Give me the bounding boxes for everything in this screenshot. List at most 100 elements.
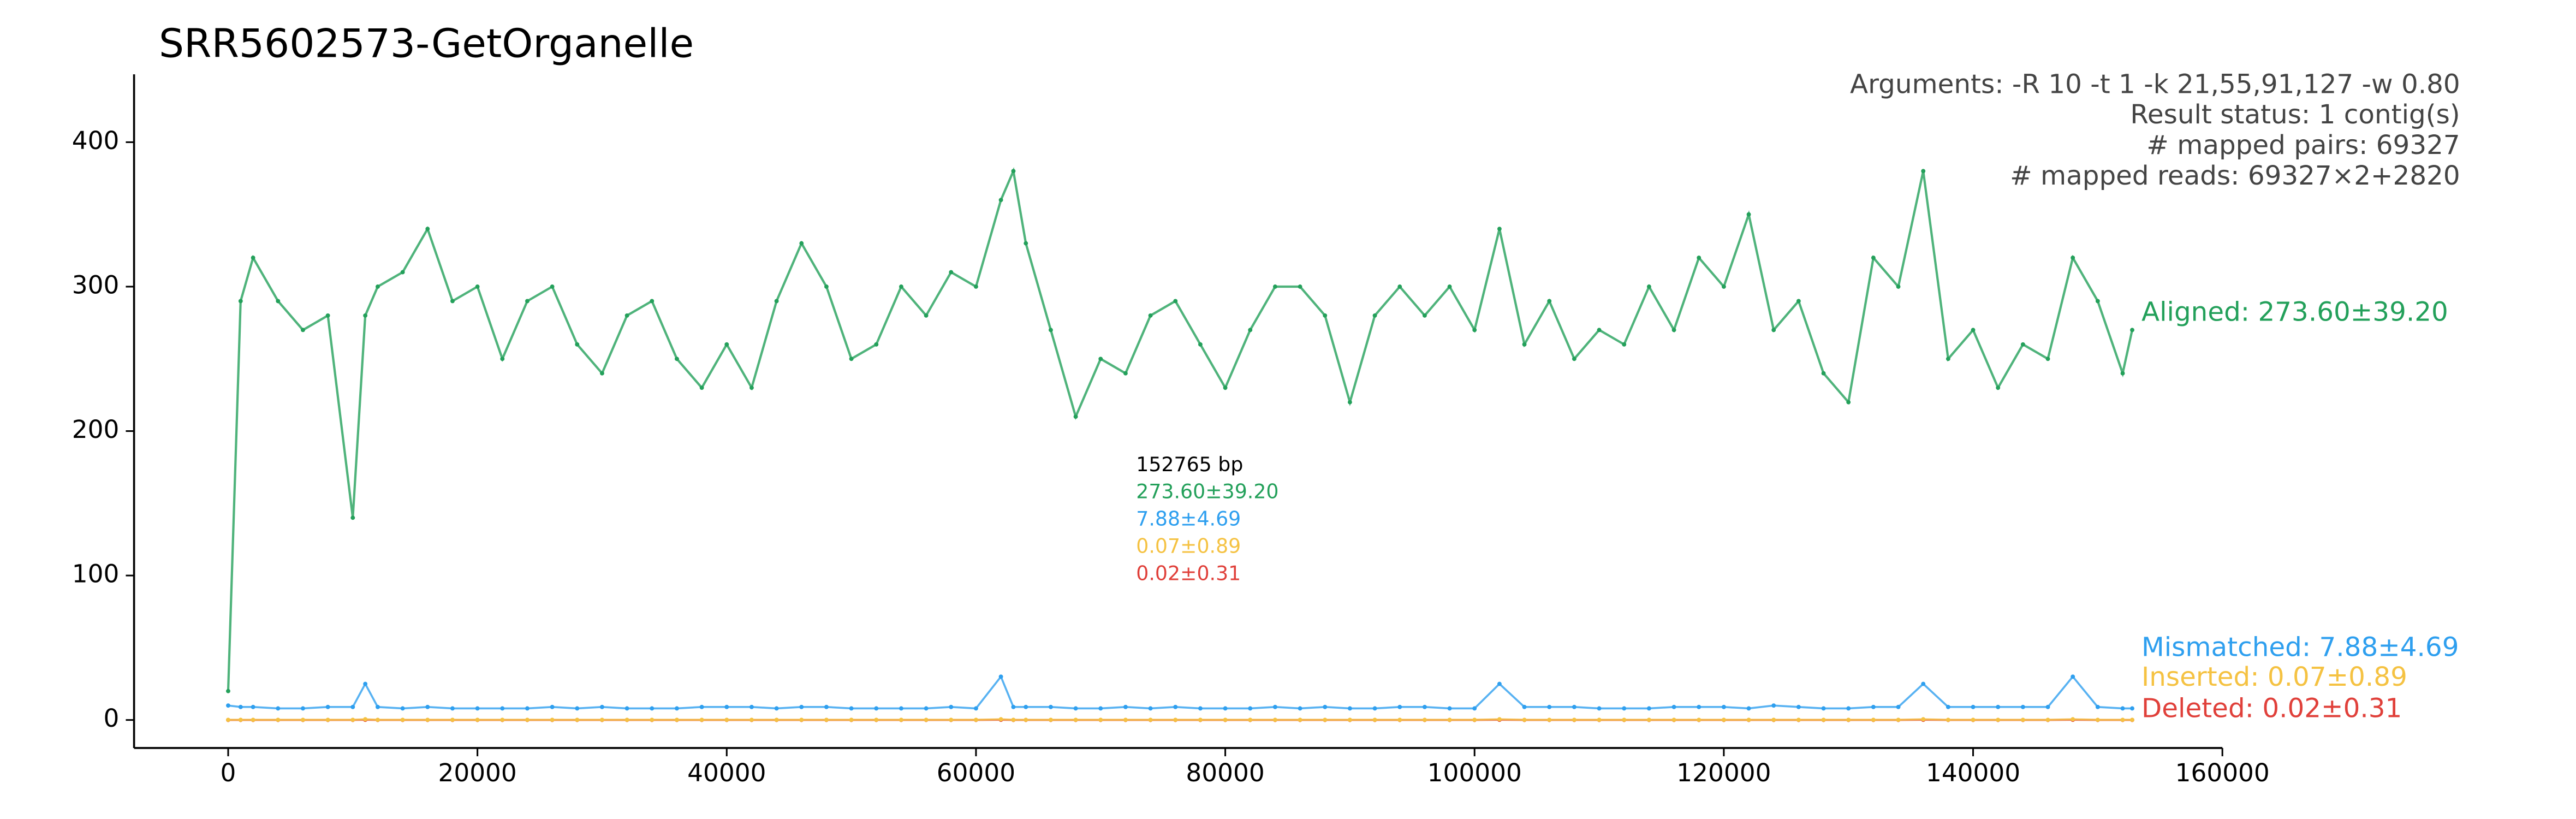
point: [400, 270, 405, 275]
point: [1011, 704, 1016, 709]
point: [1073, 414, 1078, 419]
point: [301, 328, 305, 333]
point: [1248, 717, 1253, 722]
point: [1048, 328, 1053, 333]
point: [600, 717, 604, 722]
point: [849, 357, 854, 361]
point: [1871, 717, 1876, 722]
x-tick-label: 0: [221, 758, 236, 787]
point: [363, 313, 368, 318]
point: [1522, 704, 1527, 709]
point: [550, 284, 555, 289]
point: [1771, 328, 1776, 333]
point: [724, 704, 729, 709]
point: [1771, 717, 1776, 722]
point: [799, 704, 804, 709]
point: [350, 717, 355, 722]
x-tick-label: 40000: [687, 758, 766, 787]
point: [1422, 717, 1427, 722]
point: [1472, 717, 1477, 722]
series-label: Aligned: 273.60±39.20: [2141, 297, 2448, 328]
point: [1572, 704, 1576, 709]
annotation: # mapped pairs: 69327: [2146, 130, 2460, 161]
point: [276, 706, 281, 711]
point: [1796, 299, 1801, 304]
point: [2020, 704, 2025, 709]
center-label: 152765 bp: [1136, 453, 1243, 476]
point: [1123, 371, 1128, 376]
point: [1223, 706, 1228, 711]
point: [363, 681, 368, 686]
point: [899, 284, 903, 289]
point: [1671, 704, 1676, 709]
point: [575, 342, 580, 347]
point: [1721, 704, 1726, 709]
point: [1323, 704, 1328, 709]
point: [974, 717, 978, 722]
point: [799, 717, 804, 722]
point: [1198, 717, 1203, 722]
point: [1098, 357, 1103, 361]
annotation: # mapped reads: 69327×2+2820: [2010, 161, 2460, 191]
series-label: Deleted: 0.02±0.31: [2141, 693, 2402, 723]
point: [749, 385, 754, 390]
point: [1821, 706, 1826, 711]
point: [1272, 284, 1277, 289]
x-tick-label: 120000: [1676, 758, 1771, 787]
point: [238, 717, 243, 722]
point: [1821, 371, 1826, 376]
x-tick-label: 100000: [1427, 758, 1522, 787]
point: [924, 706, 929, 711]
point: [799, 241, 804, 246]
point: [1148, 717, 1153, 722]
point: [325, 313, 330, 318]
point: [1272, 717, 1277, 722]
point: [849, 717, 854, 722]
point: [1173, 704, 1178, 709]
center-label: 0.02±0.31: [1136, 561, 1241, 585]
annotation: Arguments: -R 10 -t 1 -k 21,55,91,127 -w…: [1850, 69, 2460, 99]
point: [624, 706, 629, 711]
y-tick-label: 300: [72, 270, 120, 299]
point: [2095, 704, 2100, 709]
point: [1771, 703, 1776, 708]
point: [1921, 717, 1926, 722]
point: [1746, 706, 1751, 711]
point: [1946, 717, 1950, 722]
point: [1646, 284, 1651, 289]
y-tick-label: 0: [104, 704, 120, 733]
point: [425, 227, 430, 232]
y-tick-label: 100: [72, 560, 120, 589]
x-tick-label: 20000: [438, 758, 516, 787]
point: [1372, 313, 1377, 318]
point: [998, 717, 1003, 722]
point: [2071, 674, 2075, 679]
point: [1298, 717, 1302, 722]
point: [1547, 704, 1552, 709]
point: [1871, 256, 1876, 260]
point: [1896, 284, 1901, 289]
point: [1871, 704, 1876, 709]
point: [1671, 328, 1676, 333]
point: [1721, 284, 1726, 289]
point: [924, 717, 929, 722]
point: [600, 371, 604, 376]
point: [699, 704, 704, 709]
point: [2071, 256, 2075, 260]
point: [325, 717, 330, 722]
point: [1896, 717, 1901, 722]
point: [251, 704, 255, 709]
point: [899, 706, 903, 711]
center-label: 7.88±4.69: [1136, 507, 1241, 531]
point: [949, 704, 954, 709]
point: [1447, 706, 1452, 711]
point: [600, 704, 604, 709]
point: [1024, 704, 1028, 709]
point: [1223, 717, 1228, 722]
point: [276, 717, 281, 722]
point: [650, 717, 655, 722]
point: [2130, 706, 2134, 711]
point: [1921, 169, 1926, 174]
point: [1522, 342, 1527, 347]
